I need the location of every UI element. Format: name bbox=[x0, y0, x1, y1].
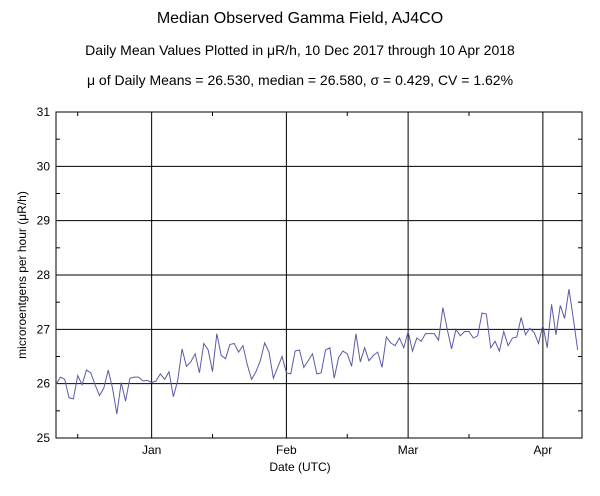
x-tick-label: Apr bbox=[534, 443, 553, 457]
chart-subtitle: Daily Mean Values Plotted in μR/h, 10 De… bbox=[85, 42, 515, 58]
x-tick-label: Jan bbox=[142, 443, 161, 457]
y-tick-label: 26 bbox=[37, 377, 51, 391]
chart-title: Median Observed Gamma Field, AJ4CO bbox=[156, 10, 444, 27]
x-tick-label: Feb bbox=[276, 443, 297, 457]
y-tick-label: 31 bbox=[37, 105, 51, 119]
chart-stats: μ of Daily Means = 26.530, median = 26.5… bbox=[86, 72, 514, 88]
y-tick-label: 28 bbox=[37, 268, 51, 282]
y-tick-label: 27 bbox=[37, 322, 51, 336]
y-tick-label: 25 bbox=[37, 431, 51, 445]
plot-frame bbox=[55, 111, 583, 439]
y-tick-label: 30 bbox=[37, 159, 51, 173]
y-tick-label: 29 bbox=[37, 214, 51, 228]
x-tick-label: Mar bbox=[398, 443, 419, 457]
x-axis-label: Date (UTC) bbox=[269, 460, 331, 474]
series-line bbox=[55, 289, 579, 415]
